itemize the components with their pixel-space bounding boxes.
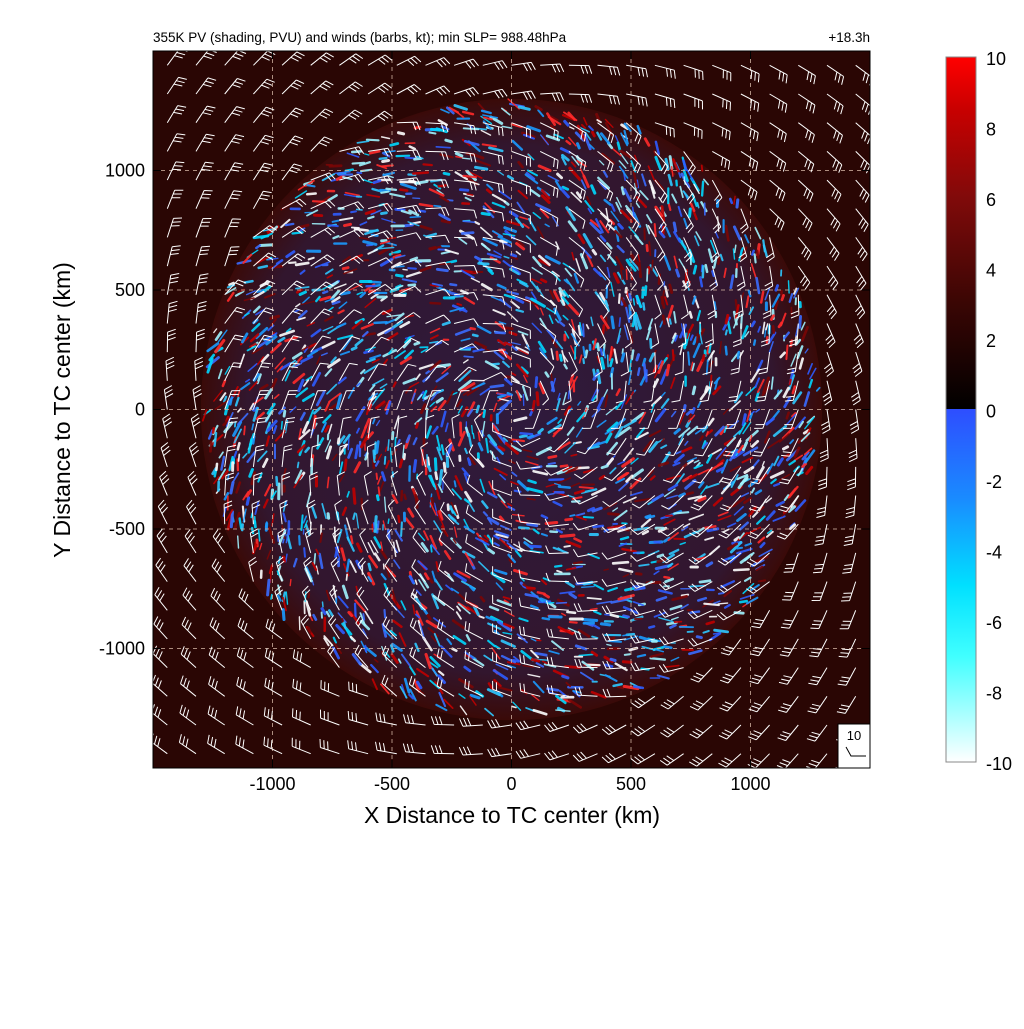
- y-tick-label: -500: [109, 519, 145, 539]
- forecast-hour-label: +18.3h: [828, 30, 870, 45]
- y-tick-label: -1000: [99, 639, 145, 659]
- x-axis-label: X Distance to TC center (km): [364, 802, 660, 828]
- colorbar-tick-label: 8: [986, 120, 996, 140]
- colorbar-tick-label: -2: [986, 472, 1002, 492]
- colorbar-tick-label: -4: [986, 543, 1002, 563]
- y-tick-label: 500: [115, 280, 145, 300]
- x-tick-label: -500: [374, 774, 410, 794]
- y-tick-label: 0: [135, 400, 145, 420]
- colorbar-tick-label: -10: [986, 754, 1012, 774]
- colorbar-tick-label: 10: [986, 49, 1006, 69]
- colorbar-positive: [946, 57, 976, 409]
- x-tick-label: 1000: [730, 774, 770, 794]
- colorbar-tick-label: -6: [986, 613, 1002, 633]
- y-axis-label: Y Distance to TC center (km): [49, 262, 75, 558]
- barb-legend: 10: [838, 724, 870, 768]
- y-tick-label: 1000: [105, 161, 145, 181]
- colorbar-tick-label: 6: [986, 190, 996, 210]
- colorbar-tick-label: 2: [986, 331, 996, 351]
- colorbar-ticks: 10 8 6 4 2 0 -2 -4 -6 -8 -10: [986, 49, 1012, 774]
- colorbar-tick-label: -8: [986, 684, 1002, 704]
- barb-legend-label: 10: [847, 728, 861, 743]
- plot-area: [151, 49, 872, 770]
- pv-field: [201, 99, 822, 720]
- colorbar-negative: [946, 409, 976, 762]
- chart-title: 355K PV (shading, PVU) and winds (barbs,…: [153, 30, 567, 45]
- colorbar: 10 8 6 4 2 0 -2 -4 -6 -8 -10: [946, 49, 1012, 774]
- x-tick-label: 0: [506, 774, 516, 794]
- colorbar-tick-label: 4: [986, 261, 996, 281]
- colorbar-tick-label: 0: [986, 402, 996, 422]
- x-tick-label: -1000: [249, 774, 295, 794]
- x-tick-label: 500: [616, 774, 646, 794]
